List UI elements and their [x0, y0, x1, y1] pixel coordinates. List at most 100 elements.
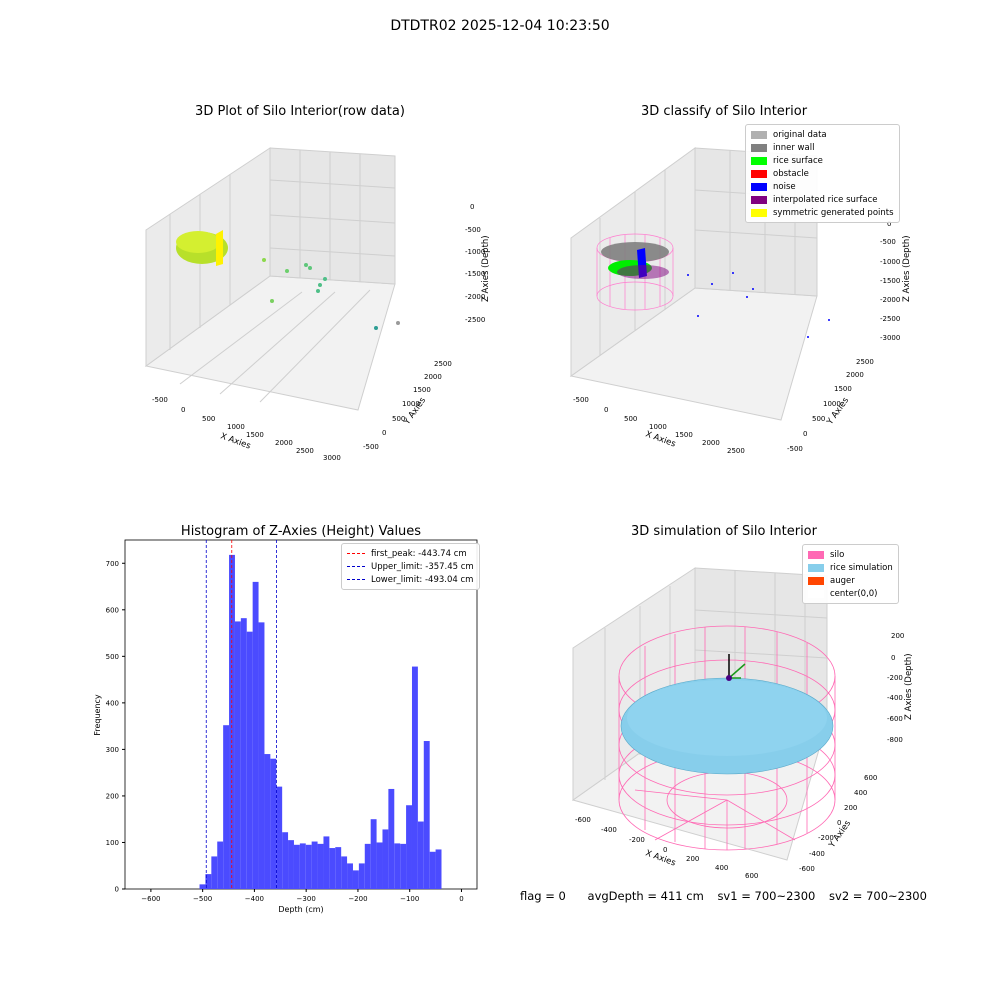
legend-label: center(0,0)	[830, 588, 878, 599]
legend-item: auger	[808, 574, 893, 587]
tick: -1000	[465, 248, 485, 256]
tick: 2000	[424, 373, 442, 381]
legend-swatch	[751, 182, 767, 191]
sim-auger	[726, 654, 746, 681]
histogram-bar	[364, 843, 371, 889]
sim-z-label: Z Axies (Depth)	[904, 653, 914, 720]
tick: 1000	[227, 423, 245, 431]
classify-3d-plot: -500 0 500 1000 1500 2000 2500 -500 0 50…	[569, 147, 912, 455]
tick: -500	[880, 238, 896, 246]
tick: 1500	[834, 385, 852, 393]
histogram-bars	[199, 554, 442, 889]
x-tick-label: −600	[141, 895, 160, 903]
histogram-vlines	[205, 540, 277, 889]
legend-swatch	[347, 553, 365, 554]
tick: 2500	[296, 447, 314, 455]
histogram-bar	[400, 843, 407, 889]
histogram-bar	[258, 622, 265, 889]
raw-3d-plot: -500 0 500 1000 1500 2000 2500 3000 -500…	[144, 147, 490, 462]
tick: 2000	[275, 439, 293, 447]
sim-z-ticks: 200 0 -200 -400 -600 -800	[887, 632, 904, 744]
y-tick-label: 500	[106, 653, 119, 661]
y-tick-label: 300	[106, 746, 119, 754]
y-tick-label: 200	[106, 792, 119, 800]
raw-panel-title: 3D Plot of Silo Interior(row data)	[195, 104, 405, 119]
tick: 600	[864, 774, 877, 782]
tick: 0	[382, 429, 386, 437]
sv2-value: sv2 = 700~2300	[829, 889, 927, 903]
tick: 500	[202, 415, 215, 423]
tick: -500	[152, 396, 168, 404]
classify-interpolated-surface	[617, 265, 669, 279]
raw-y-ticks: -500 0 500 1000 1500 2000 2500	[363, 360, 452, 451]
raw-3d-box	[144, 147, 396, 411]
histogram-bar	[299, 843, 306, 889]
sv1-value: sv1 = 700~2300	[717, 889, 816, 903]
classify-inner-wall	[601, 242, 669, 262]
histogram-bar	[423, 741, 430, 889]
legend-label: auger	[830, 575, 855, 586]
tick: -500	[465, 226, 481, 234]
tick: -200	[887, 674, 903, 682]
tick: -2000	[880, 296, 900, 304]
legend-item: Lower_limit: -493.04 cm	[347, 573, 474, 586]
legend-swatch	[347, 579, 365, 580]
tick: -400	[809, 850, 825, 858]
tick: -1500	[465, 270, 485, 278]
legend-item: symmetric generated points	[751, 206, 894, 219]
legend-label: Lower_limit: -493.04 cm	[371, 574, 474, 585]
legend-swatch	[808, 550, 824, 559]
tick: 0	[181, 406, 185, 414]
tick: 1000	[402, 400, 420, 408]
histogram-bar	[234, 621, 241, 889]
histogram-bar	[293, 844, 300, 889]
histogram-bar	[217, 841, 224, 889]
tick: 0	[803, 430, 807, 438]
legend-item: silo	[808, 548, 893, 561]
x-tick-label: −200	[348, 895, 367, 903]
legend-label: obstacle	[773, 168, 809, 179]
histogram-bar	[246, 631, 253, 889]
tick: -400	[887, 694, 903, 702]
x-tick-label: −500	[193, 895, 212, 903]
legend-label: silo	[830, 549, 845, 560]
histogram-bar	[282, 832, 289, 889]
histogram-x-label: Depth (cm)	[278, 905, 323, 914]
tick: 2000	[702, 439, 720, 447]
tick: 600	[745, 872, 758, 880]
sim-panel-title: 3D simulation of Silo Interior	[631, 524, 817, 539]
legend-swatch	[808, 563, 824, 572]
classify-legend: original data inner wall rice surface ob…	[745, 124, 900, 223]
tick: 2000	[846, 371, 864, 379]
histogram-bar	[358, 863, 365, 889]
tick: -200	[629, 836, 645, 844]
histogram-x-ticks: −600 −500 −400 −300 −200 −100 0	[141, 889, 464, 903]
legend-item: rice surface	[751, 154, 894, 167]
legend-swatch	[751, 169, 767, 178]
histogram-bar	[370, 819, 377, 889]
tick: 3000	[323, 454, 341, 462]
sim-y-ticks: -600 -400 -200 0 200 400 600	[799, 774, 877, 873]
histogram-bar	[335, 847, 342, 889]
x-tick-label: −300	[297, 895, 316, 903]
legend-label: interpolated rice surface	[773, 194, 878, 205]
histogram-title: Histogram of Z-Axies (Height) Values	[180, 524, 422, 539]
sim-rice-surface-top	[627, 680, 827, 756]
legend-label: rice simulation	[830, 562, 893, 573]
histogram-bar	[417, 821, 424, 889]
legend-label: Upper_limit: -357.45 cm	[371, 561, 474, 572]
raw-x-ticks: -500 0 500 1000 1500 2000 2500 3000	[152, 396, 341, 462]
y-tick-label: 600	[106, 606, 119, 614]
legend-label: symmetric generated points	[773, 207, 894, 218]
raw-point-cluster-top	[176, 231, 220, 253]
tick: 2500	[856, 358, 874, 366]
histogram-bar	[435, 849, 442, 889]
tick: 1500	[675, 431, 693, 439]
tick: 0	[891, 654, 895, 662]
legend-swatch	[751, 143, 767, 152]
flag-value: flag = 0	[520, 889, 566, 903]
histogram-bar	[311, 841, 318, 889]
sim-legend: silo rice simulation auger center(0,0)	[802, 544, 899, 604]
tick: 2500	[727, 447, 745, 455]
histogram-bar	[429, 851, 436, 889]
